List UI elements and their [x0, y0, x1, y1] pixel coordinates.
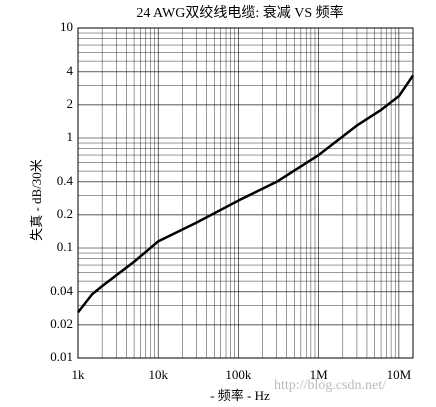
x-tick-label: 100k	[225, 367, 252, 382]
y-tick-label: 1	[67, 129, 74, 144]
plot-frame	[77, 27, 414, 359]
y-axis-label: 失真 - dB/30米	[29, 159, 44, 241]
watermark: http://blog.csdn.net/	[274, 378, 386, 393]
y-tick-label: 10	[60, 19, 73, 34]
x-tick-label: 1k	[72, 367, 86, 382]
y-tick-label: 0.04	[50, 283, 73, 298]
y-tick-label: 0.1	[57, 239, 73, 254]
line	[77, 74, 415, 314]
y-tick-label: 2	[67, 96, 74, 111]
x-tick-label: 10k	[148, 367, 168, 382]
chart-title: 24 AWG双绞线电缆: 衰减 VS 频率	[136, 4, 343, 21]
y-tick-label: 0.01	[50, 349, 73, 364]
x-tick-label: 1M	[310, 367, 329, 382]
y-tick-label: 4	[67, 63, 74, 78]
x-tick-label: 10M	[387, 367, 412, 382]
y-tick-label: 0.2	[57, 206, 73, 221]
y-tick-label: 0.4	[57, 173, 74, 188]
x-axis-label: - 频率 - Hz	[210, 388, 270, 403]
y-tick-label: 0.02	[50, 316, 73, 331]
